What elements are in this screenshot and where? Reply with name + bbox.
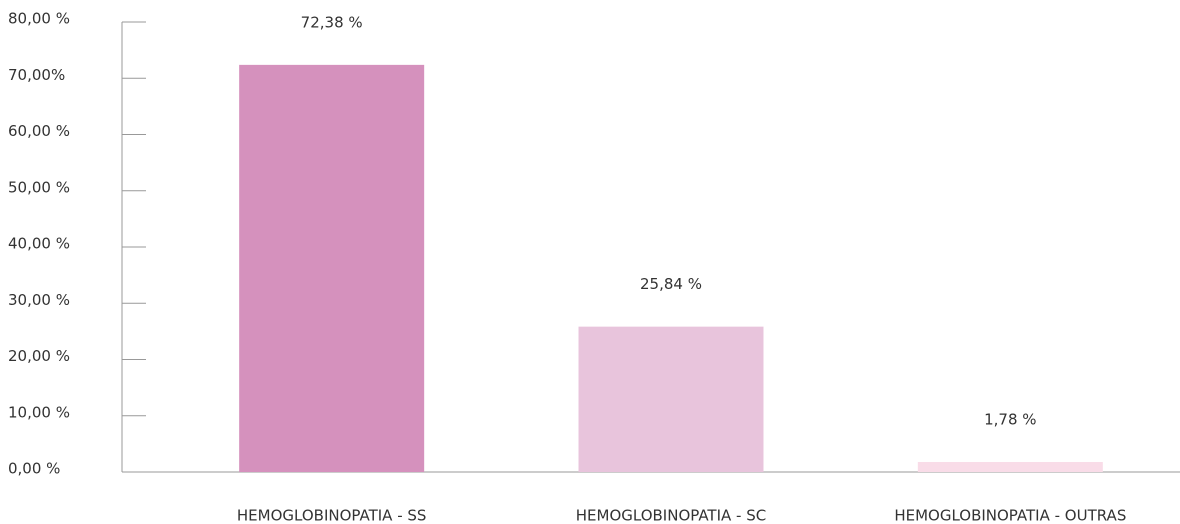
- y-tick-label: 60,00 %: [8, 122, 70, 140]
- y-tick-label: 0,00 %: [8, 460, 60, 478]
- bar: [917, 461, 1103, 472]
- y-tick-label: 10,00 %: [8, 403, 70, 421]
- y-tick-label: 50,00 %: [8, 178, 70, 196]
- y-tick-label: 80,00 %: [8, 10, 70, 28]
- y-tick-label: 30,00 %: [8, 291, 70, 309]
- value-label: 72,38 %: [301, 13, 363, 31]
- value-label: 1,78 %: [984, 410, 1036, 428]
- x-tick-label: HEMOGLOBINOPATIA - OUTRAS: [894, 507, 1126, 524]
- bar: [578, 326, 764, 472]
- x-tick-label: HEMOGLOBINOPATIA - SS: [237, 507, 427, 524]
- y-tick-label: 40,00 %: [8, 235, 70, 253]
- value-label: 25,84 %: [640, 275, 702, 293]
- y-tick-label: 20,00 %: [8, 347, 70, 365]
- y-tick-label: 70,00%: [8, 66, 65, 84]
- bar: [239, 64, 425, 473]
- x-tick-label: HEMOGLOBINOPATIA - SC: [576, 507, 766, 524]
